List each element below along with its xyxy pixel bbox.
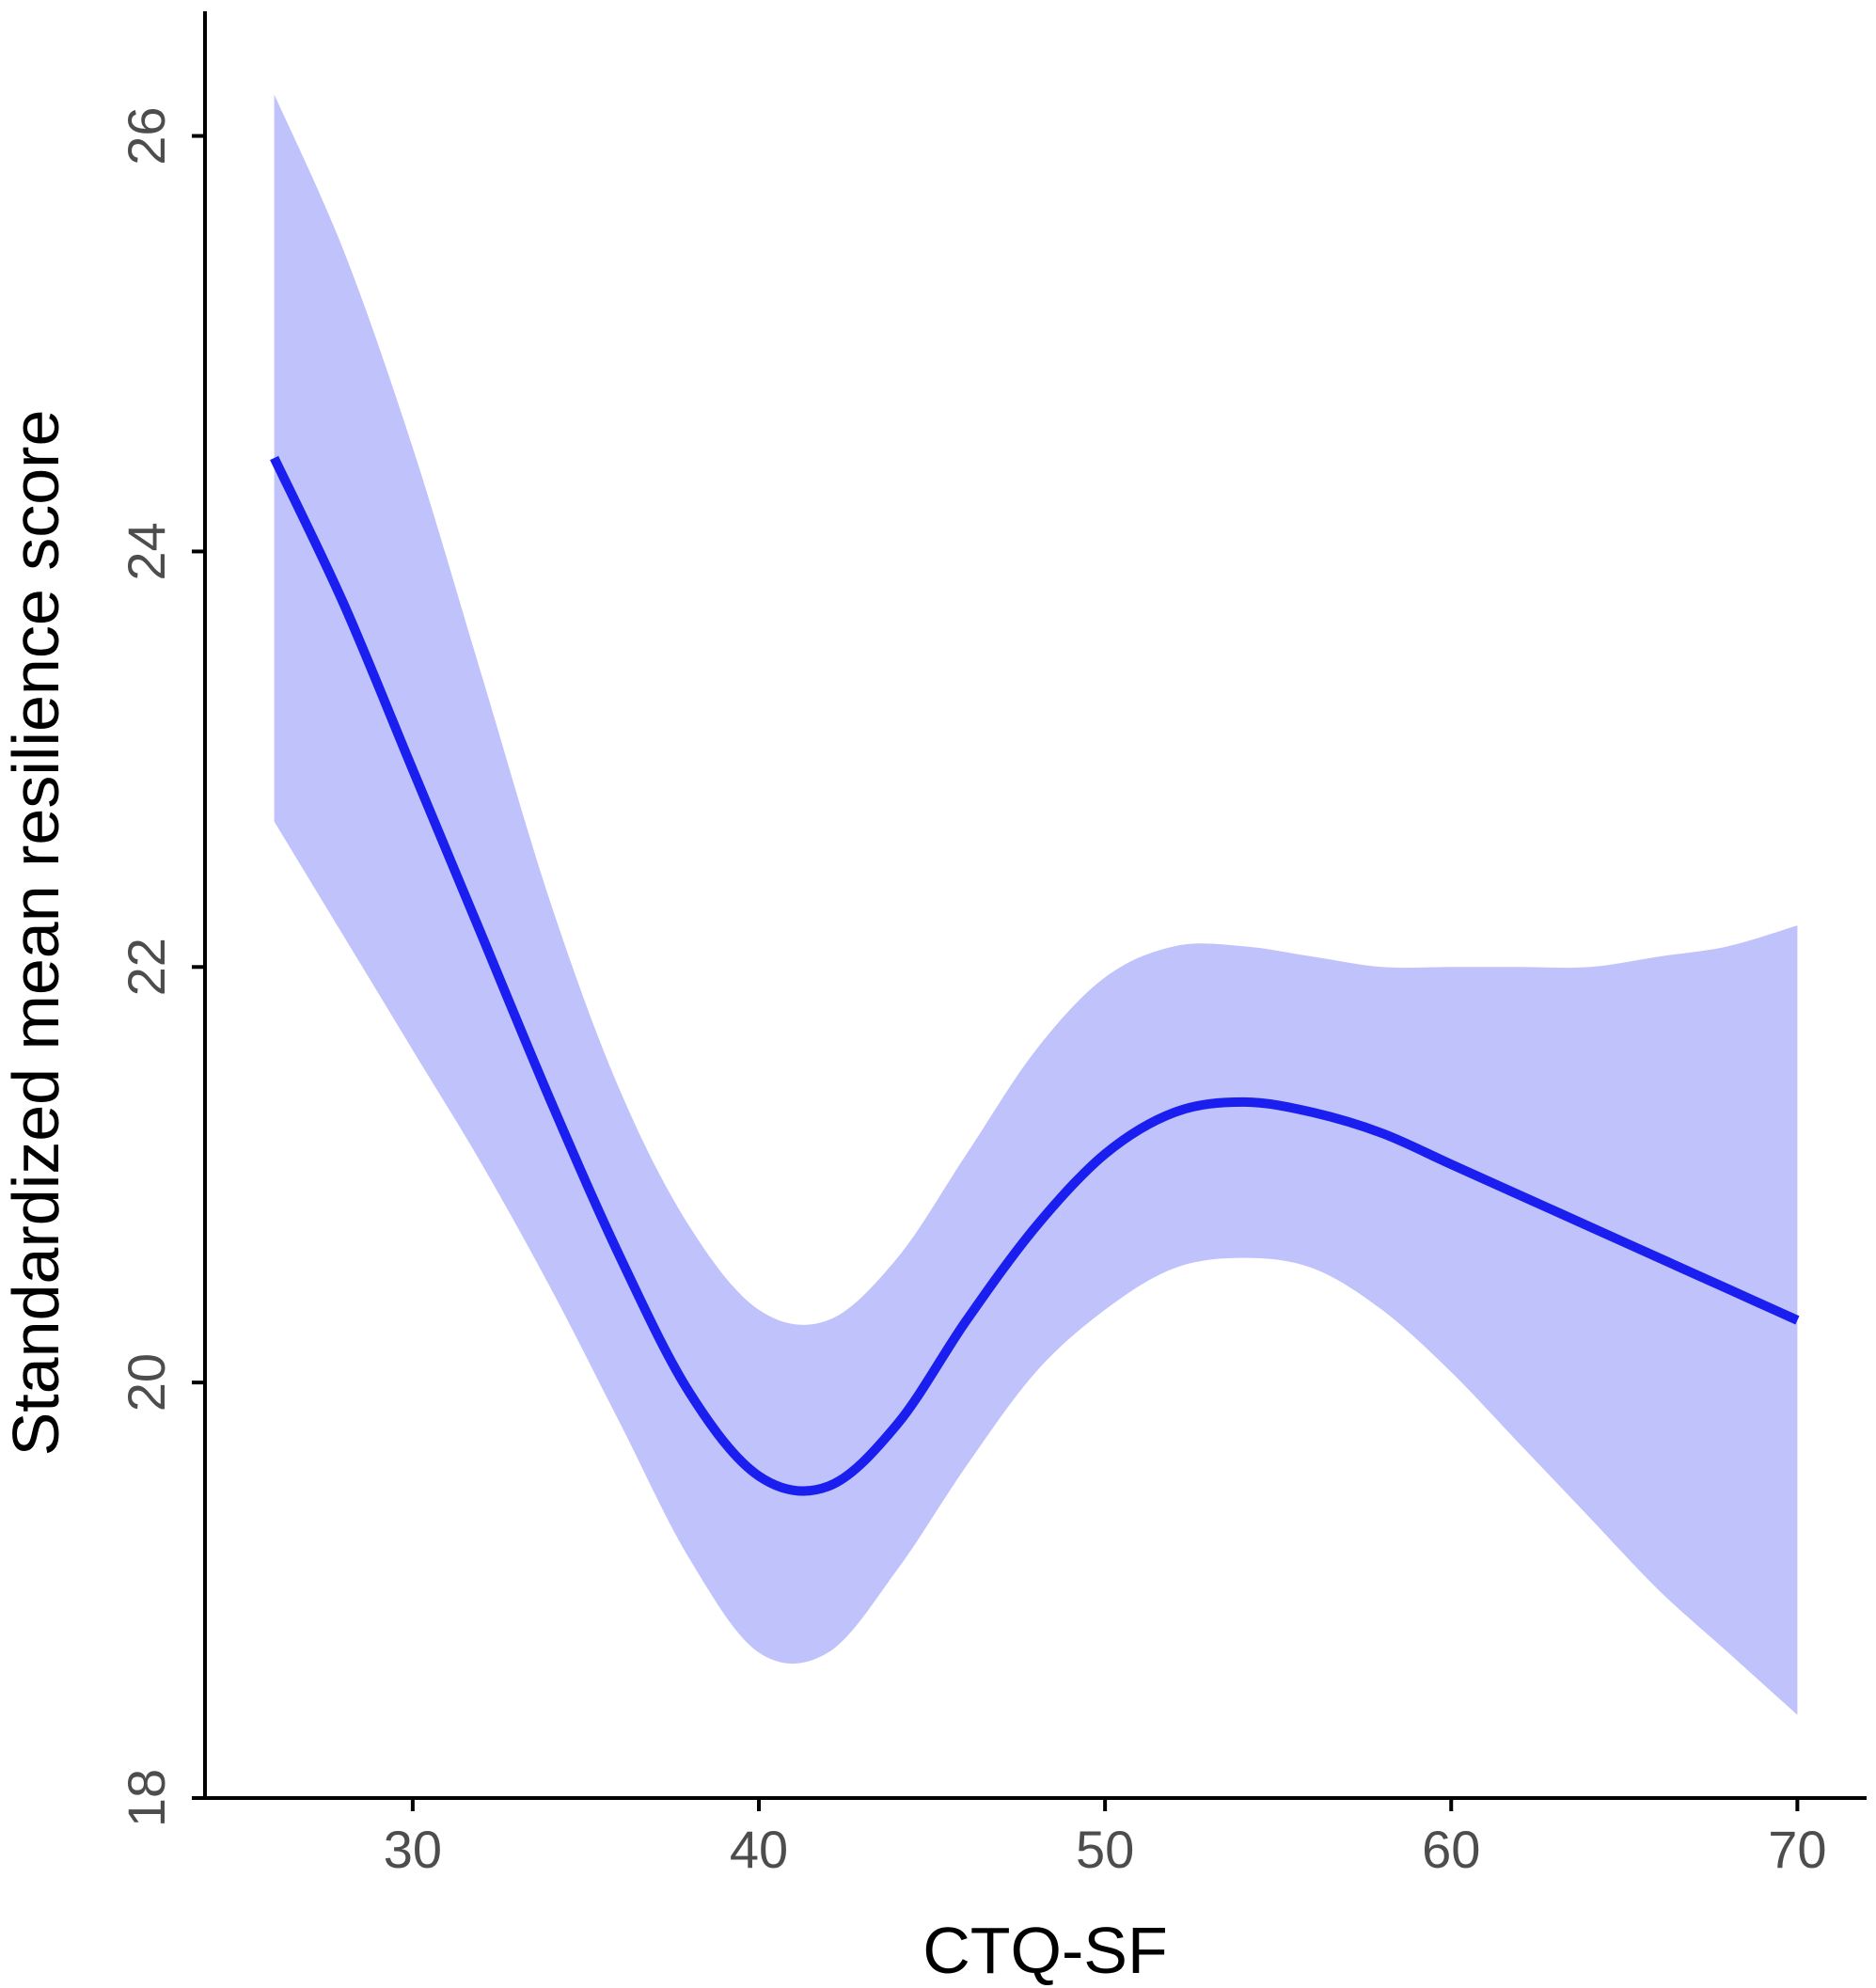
y-tick-label: 22: [117, 938, 176, 996]
smooth-line: [270, 455, 1800, 1496]
y-tick-label: 18: [117, 1769, 176, 1827]
smooth-line-layer: [270, 455, 1800, 1496]
axes: 30 40 50 60 70 18 20 22 24 26: [117, 11, 1867, 1879]
x-tick-label: 70: [1768, 1820, 1826, 1879]
y-tick-label: 20: [117, 1353, 176, 1412]
x-tick-label: 40: [730, 1820, 788, 1879]
x-tick-label: 30: [384, 1820, 442, 1879]
y-axis-ticks: 18 20 22 24 26: [117, 106, 205, 1827]
confidence-band: [274, 94, 1798, 1715]
x-axis-title: CTQ-SF: [922, 1914, 1168, 1987]
y-axis-title: Standardized mean resilience score: [0, 410, 72, 1457]
y-tick-label: 26: [117, 106, 176, 165]
x-tick-label: 50: [1076, 1820, 1134, 1879]
plot-area: [270, 94, 1800, 1715]
x-axis-ticks: 30 40 50 60 70: [384, 1798, 1827, 1879]
confidence-band-layer: [274, 94, 1798, 1715]
x-tick-label: 60: [1422, 1820, 1480, 1879]
y-tick-label: 24: [117, 522, 176, 580]
